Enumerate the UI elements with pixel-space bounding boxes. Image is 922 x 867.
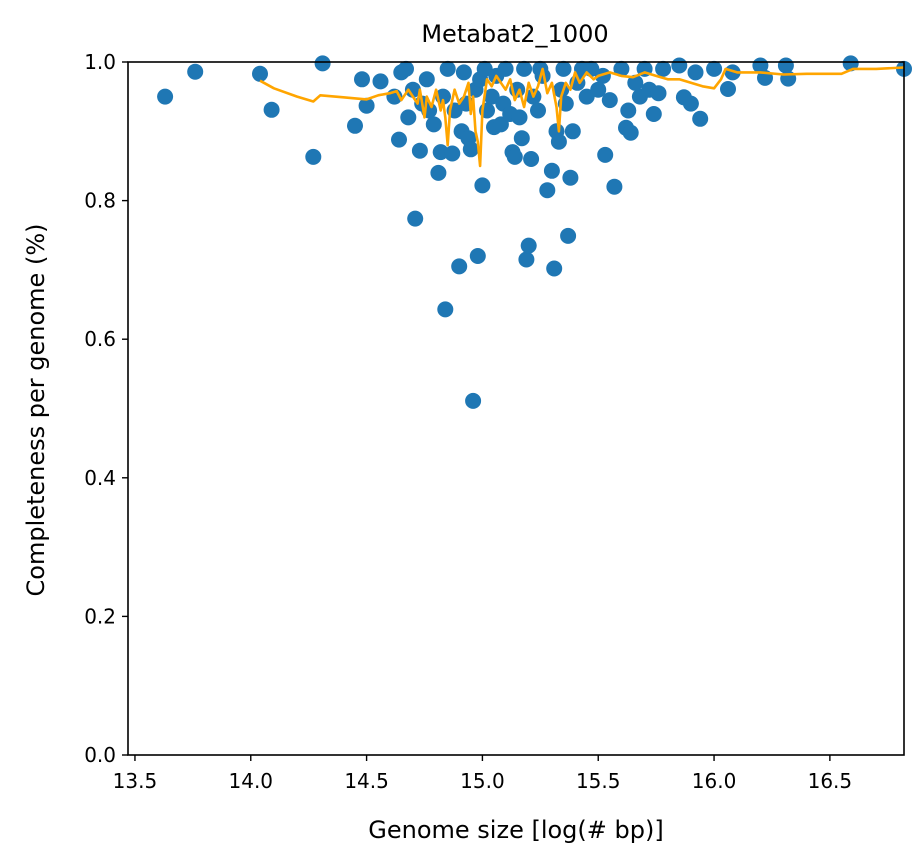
scatter-point bbox=[564, 123, 581, 140]
trend-line-layer bbox=[259, 66, 905, 168]
y-tick-label: 1.0 bbox=[84, 50, 116, 74]
scatter-point bbox=[842, 55, 859, 72]
x-tick-label: 14.0 bbox=[229, 769, 274, 793]
y-tick-label: 0.4 bbox=[84, 466, 116, 490]
scatter-points bbox=[157, 55, 912, 409]
scatter-point bbox=[455, 64, 472, 81]
y-tick-label: 0.0 bbox=[84, 743, 116, 767]
scatter-point bbox=[578, 88, 595, 105]
x-axis-ticks: 13.5 14.0 14.5 15.0 15.5 16.0 16.5 bbox=[113, 755, 852, 793]
scatter-point bbox=[432, 144, 449, 161]
scatter-point bbox=[187, 63, 204, 80]
scatter-point bbox=[444, 145, 461, 162]
scatter-point bbox=[620, 102, 637, 119]
scatter-point bbox=[706, 60, 723, 77]
scatter-point bbox=[627, 74, 644, 91]
x-axis-label: Genome size [log(# bp)] bbox=[368, 816, 663, 844]
scatter-point bbox=[687, 64, 704, 81]
scatter-point bbox=[692, 110, 709, 127]
scatter-point bbox=[439, 60, 456, 77]
scatter-point bbox=[497, 60, 514, 77]
scatter-point bbox=[407, 210, 424, 227]
x-tick-label: 16.5 bbox=[808, 769, 853, 793]
scatter-point bbox=[516, 60, 533, 77]
scatter-point bbox=[476, 60, 493, 77]
scatter-point bbox=[462, 141, 479, 158]
scatter-point bbox=[411, 142, 428, 159]
scatter-point bbox=[372, 73, 389, 90]
scatter-point bbox=[252, 65, 268, 82]
scatter-point bbox=[606, 178, 623, 195]
x-tick-label: 15.5 bbox=[576, 769, 621, 793]
scatter-point bbox=[555, 60, 572, 77]
scatter-point bbox=[720, 81, 736, 97]
plot-area bbox=[127, 55, 912, 756]
scatter-point bbox=[492, 116, 509, 133]
scatter-point bbox=[425, 116, 442, 133]
scatter-point bbox=[613, 60, 630, 77]
scatter-point bbox=[430, 164, 447, 181]
trend-line bbox=[259, 66, 905, 168]
y-axis-label: Completeness per genome (%) bbox=[22, 224, 50, 597]
scatter-point bbox=[543, 162, 560, 179]
scatter-point bbox=[682, 95, 699, 112]
y-tick-label: 0.8 bbox=[84, 189, 116, 213]
scatter-point bbox=[354, 71, 370, 88]
y-tick-label: 0.2 bbox=[84, 604, 116, 628]
scatter-point bbox=[518, 251, 535, 268]
scatter-point bbox=[314, 55, 331, 72]
scatter-point bbox=[391, 131, 407, 148]
scatter-point bbox=[418, 71, 435, 88]
scatter-point bbox=[539, 182, 556, 199]
scatter-point bbox=[655, 60, 672, 77]
scatter-point bbox=[601, 92, 618, 109]
x-tick-label: 15.0 bbox=[460, 769, 505, 793]
scatter-point bbox=[437, 301, 454, 318]
scatter-point bbox=[513, 130, 530, 147]
scatter-point bbox=[398, 60, 414, 77]
scatter-point bbox=[560, 227, 577, 244]
scatter-point bbox=[550, 133, 567, 150]
axes-frame bbox=[127, 61, 905, 756]
scatter-point bbox=[622, 124, 639, 141]
scatter-point bbox=[469, 248, 486, 264]
scatter-point bbox=[506, 148, 523, 165]
scatter-point bbox=[530, 102, 546, 119]
scatter-point bbox=[671, 57, 688, 74]
scatter-point bbox=[590, 81, 607, 98]
scatter-point bbox=[451, 258, 468, 275]
scatter-point bbox=[358, 97, 375, 114]
scatter-point bbox=[263, 101, 280, 118]
x-tick-label: 13.5 bbox=[113, 769, 158, 793]
scatter-point bbox=[347, 117, 363, 134]
y-tick-label: 0.6 bbox=[84, 327, 116, 351]
scatter-point bbox=[404, 81, 421, 98]
chart-title: Metabat2_1000 bbox=[421, 20, 608, 48]
scatter-point bbox=[474, 177, 491, 194]
scatter-point bbox=[594, 67, 611, 84]
y-axis-ticks: 0.0 0.2 0.4 0.6 0.8 1.0 bbox=[84, 50, 128, 767]
scatter-point bbox=[520, 237, 537, 254]
scatter-point bbox=[305, 148, 322, 165]
scatter-point bbox=[523, 151, 540, 167]
scatter-point bbox=[546, 260, 563, 277]
scatter-point bbox=[157, 88, 174, 105]
scatter-point bbox=[645, 106, 662, 122]
scatter-point bbox=[597, 146, 614, 163]
scatter-point bbox=[465, 392, 482, 409]
x-tick-label: 16.0 bbox=[692, 769, 737, 793]
scatter-point bbox=[724, 64, 741, 81]
scatter-point bbox=[400, 109, 417, 126]
scatter-point bbox=[511, 109, 528, 126]
scatter-point bbox=[650, 85, 667, 102]
scatter-point bbox=[483, 88, 500, 105]
x-tick-label: 14.5 bbox=[344, 769, 389, 793]
scatter-point bbox=[562, 169, 579, 186]
